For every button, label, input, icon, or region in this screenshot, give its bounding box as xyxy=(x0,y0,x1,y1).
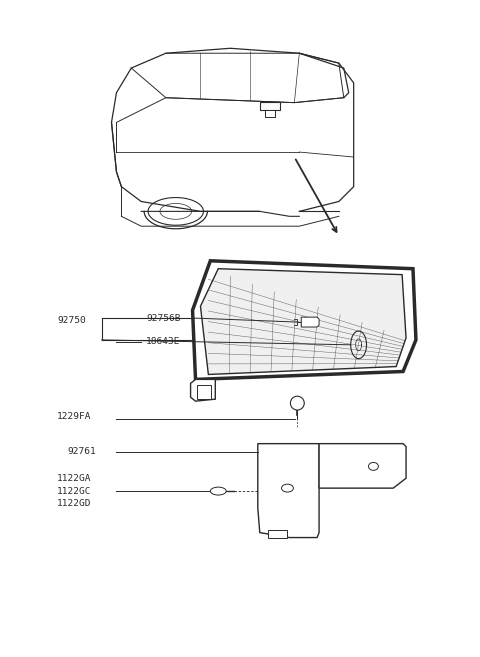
Bar xyxy=(260,102,279,110)
Text: 92756B: 92756B xyxy=(146,313,180,323)
Bar xyxy=(197,386,211,399)
Polygon shape xyxy=(201,269,406,374)
Polygon shape xyxy=(192,261,416,379)
Text: 1122GC: 1122GC xyxy=(57,487,92,495)
Text: 18643E: 18643E xyxy=(146,337,180,346)
Polygon shape xyxy=(301,317,319,327)
Polygon shape xyxy=(258,443,319,537)
Text: 92761: 92761 xyxy=(67,447,96,456)
Circle shape xyxy=(290,396,304,410)
Bar xyxy=(264,110,275,118)
Bar xyxy=(268,530,288,537)
Ellipse shape xyxy=(281,484,293,492)
Text: 1122GA: 1122GA xyxy=(57,474,92,483)
Ellipse shape xyxy=(210,487,226,495)
Polygon shape xyxy=(191,379,216,401)
Text: 92750: 92750 xyxy=(57,315,86,325)
Ellipse shape xyxy=(369,463,378,470)
Text: 1122GD: 1122GD xyxy=(57,499,92,509)
Polygon shape xyxy=(319,443,406,488)
Text: 1229FA: 1229FA xyxy=(57,413,92,421)
